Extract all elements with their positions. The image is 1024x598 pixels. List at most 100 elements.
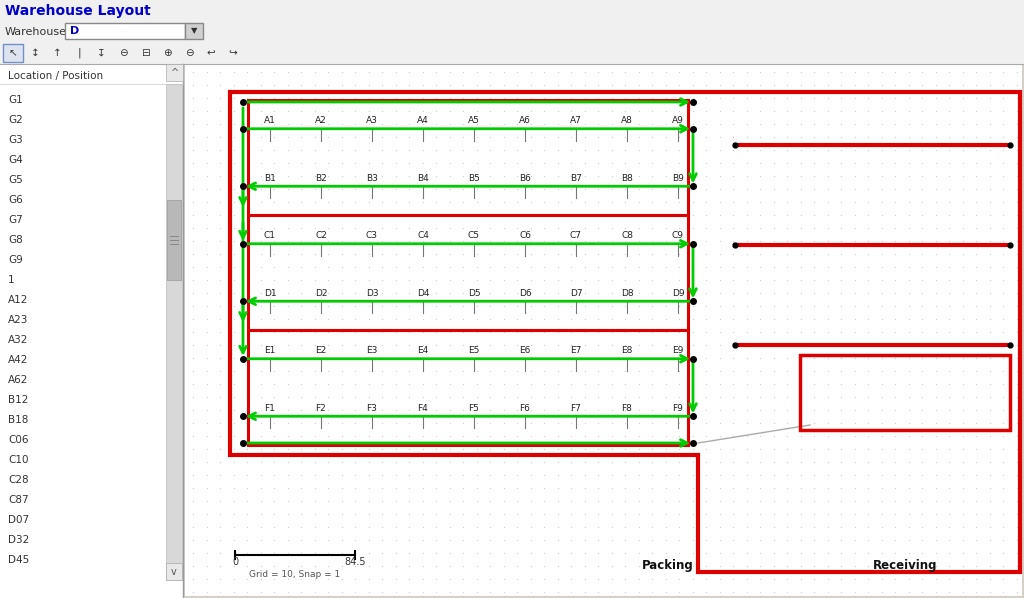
Point [387,184,403,194]
Point [860,353,877,363]
Point [819,470,836,480]
Point [616,210,633,220]
Point [212,171,228,181]
Point [793,275,809,285]
Point [644,236,660,246]
Point [833,93,849,103]
Point [184,275,201,285]
Point [712,522,728,532]
Point [239,522,255,532]
Point [752,145,768,155]
Point [994,262,1011,271]
Point [496,158,512,168]
Point [725,67,741,77]
Point [657,431,674,441]
Point [387,327,403,337]
Point [819,184,836,194]
Point [509,184,525,194]
Point [846,405,862,415]
Point [415,405,431,415]
Point [873,444,890,454]
Point [968,509,984,519]
Point [981,587,997,597]
Point [779,301,796,311]
Point [549,431,565,441]
Point [536,496,552,506]
Point [712,366,728,376]
Point [631,236,647,246]
Point [725,509,741,519]
Point [833,340,849,350]
Point [941,314,957,324]
Point [225,548,242,558]
Point [765,171,781,181]
Point [738,496,755,506]
Point [819,210,836,220]
Point [441,522,458,532]
Point [684,392,700,402]
Point [697,405,714,415]
Point [697,210,714,220]
Point [468,106,484,116]
Point [306,288,323,298]
Point [577,457,593,467]
Text: F9: F9 [673,404,683,413]
Point [657,587,674,597]
Point [415,93,431,103]
Point [577,262,593,271]
Point [697,379,714,389]
Point [900,210,916,220]
Point [563,587,580,597]
Point [833,223,849,233]
Point [738,301,755,311]
Point [657,366,674,376]
Point [657,197,674,207]
Point [873,431,890,441]
Point [441,93,458,103]
Point [400,561,417,570]
Point [900,67,916,77]
Point [819,67,836,77]
Point [280,353,296,363]
Point [239,444,255,454]
Text: D7: D7 [569,289,583,298]
Point [184,587,201,597]
Point [793,288,809,298]
Point [252,457,268,467]
Text: ↧: ↧ [96,48,105,58]
Point [509,483,525,493]
Point [738,444,755,454]
Point [360,80,377,90]
Point [212,249,228,259]
Point [954,470,971,480]
Point [806,197,822,207]
Point [280,132,296,142]
Point [374,548,390,558]
Point [819,145,836,155]
Point [954,275,971,285]
Point [913,405,930,415]
Point [590,262,606,271]
Point [644,574,660,584]
Point [441,197,458,207]
Point [913,574,930,584]
Point [482,457,499,467]
Point [577,366,593,376]
Point [846,418,862,428]
Point [860,262,877,271]
Point [293,119,309,129]
Point [293,301,309,311]
Point [806,210,822,220]
Point [860,223,877,233]
Point [846,67,862,77]
Point [833,444,849,454]
Point [522,93,539,103]
Point [616,561,633,570]
Point [981,483,997,493]
Point [684,184,700,194]
Point [306,249,323,259]
Point [590,184,606,194]
Point [455,418,471,428]
Point [333,145,349,155]
Point [887,444,903,454]
